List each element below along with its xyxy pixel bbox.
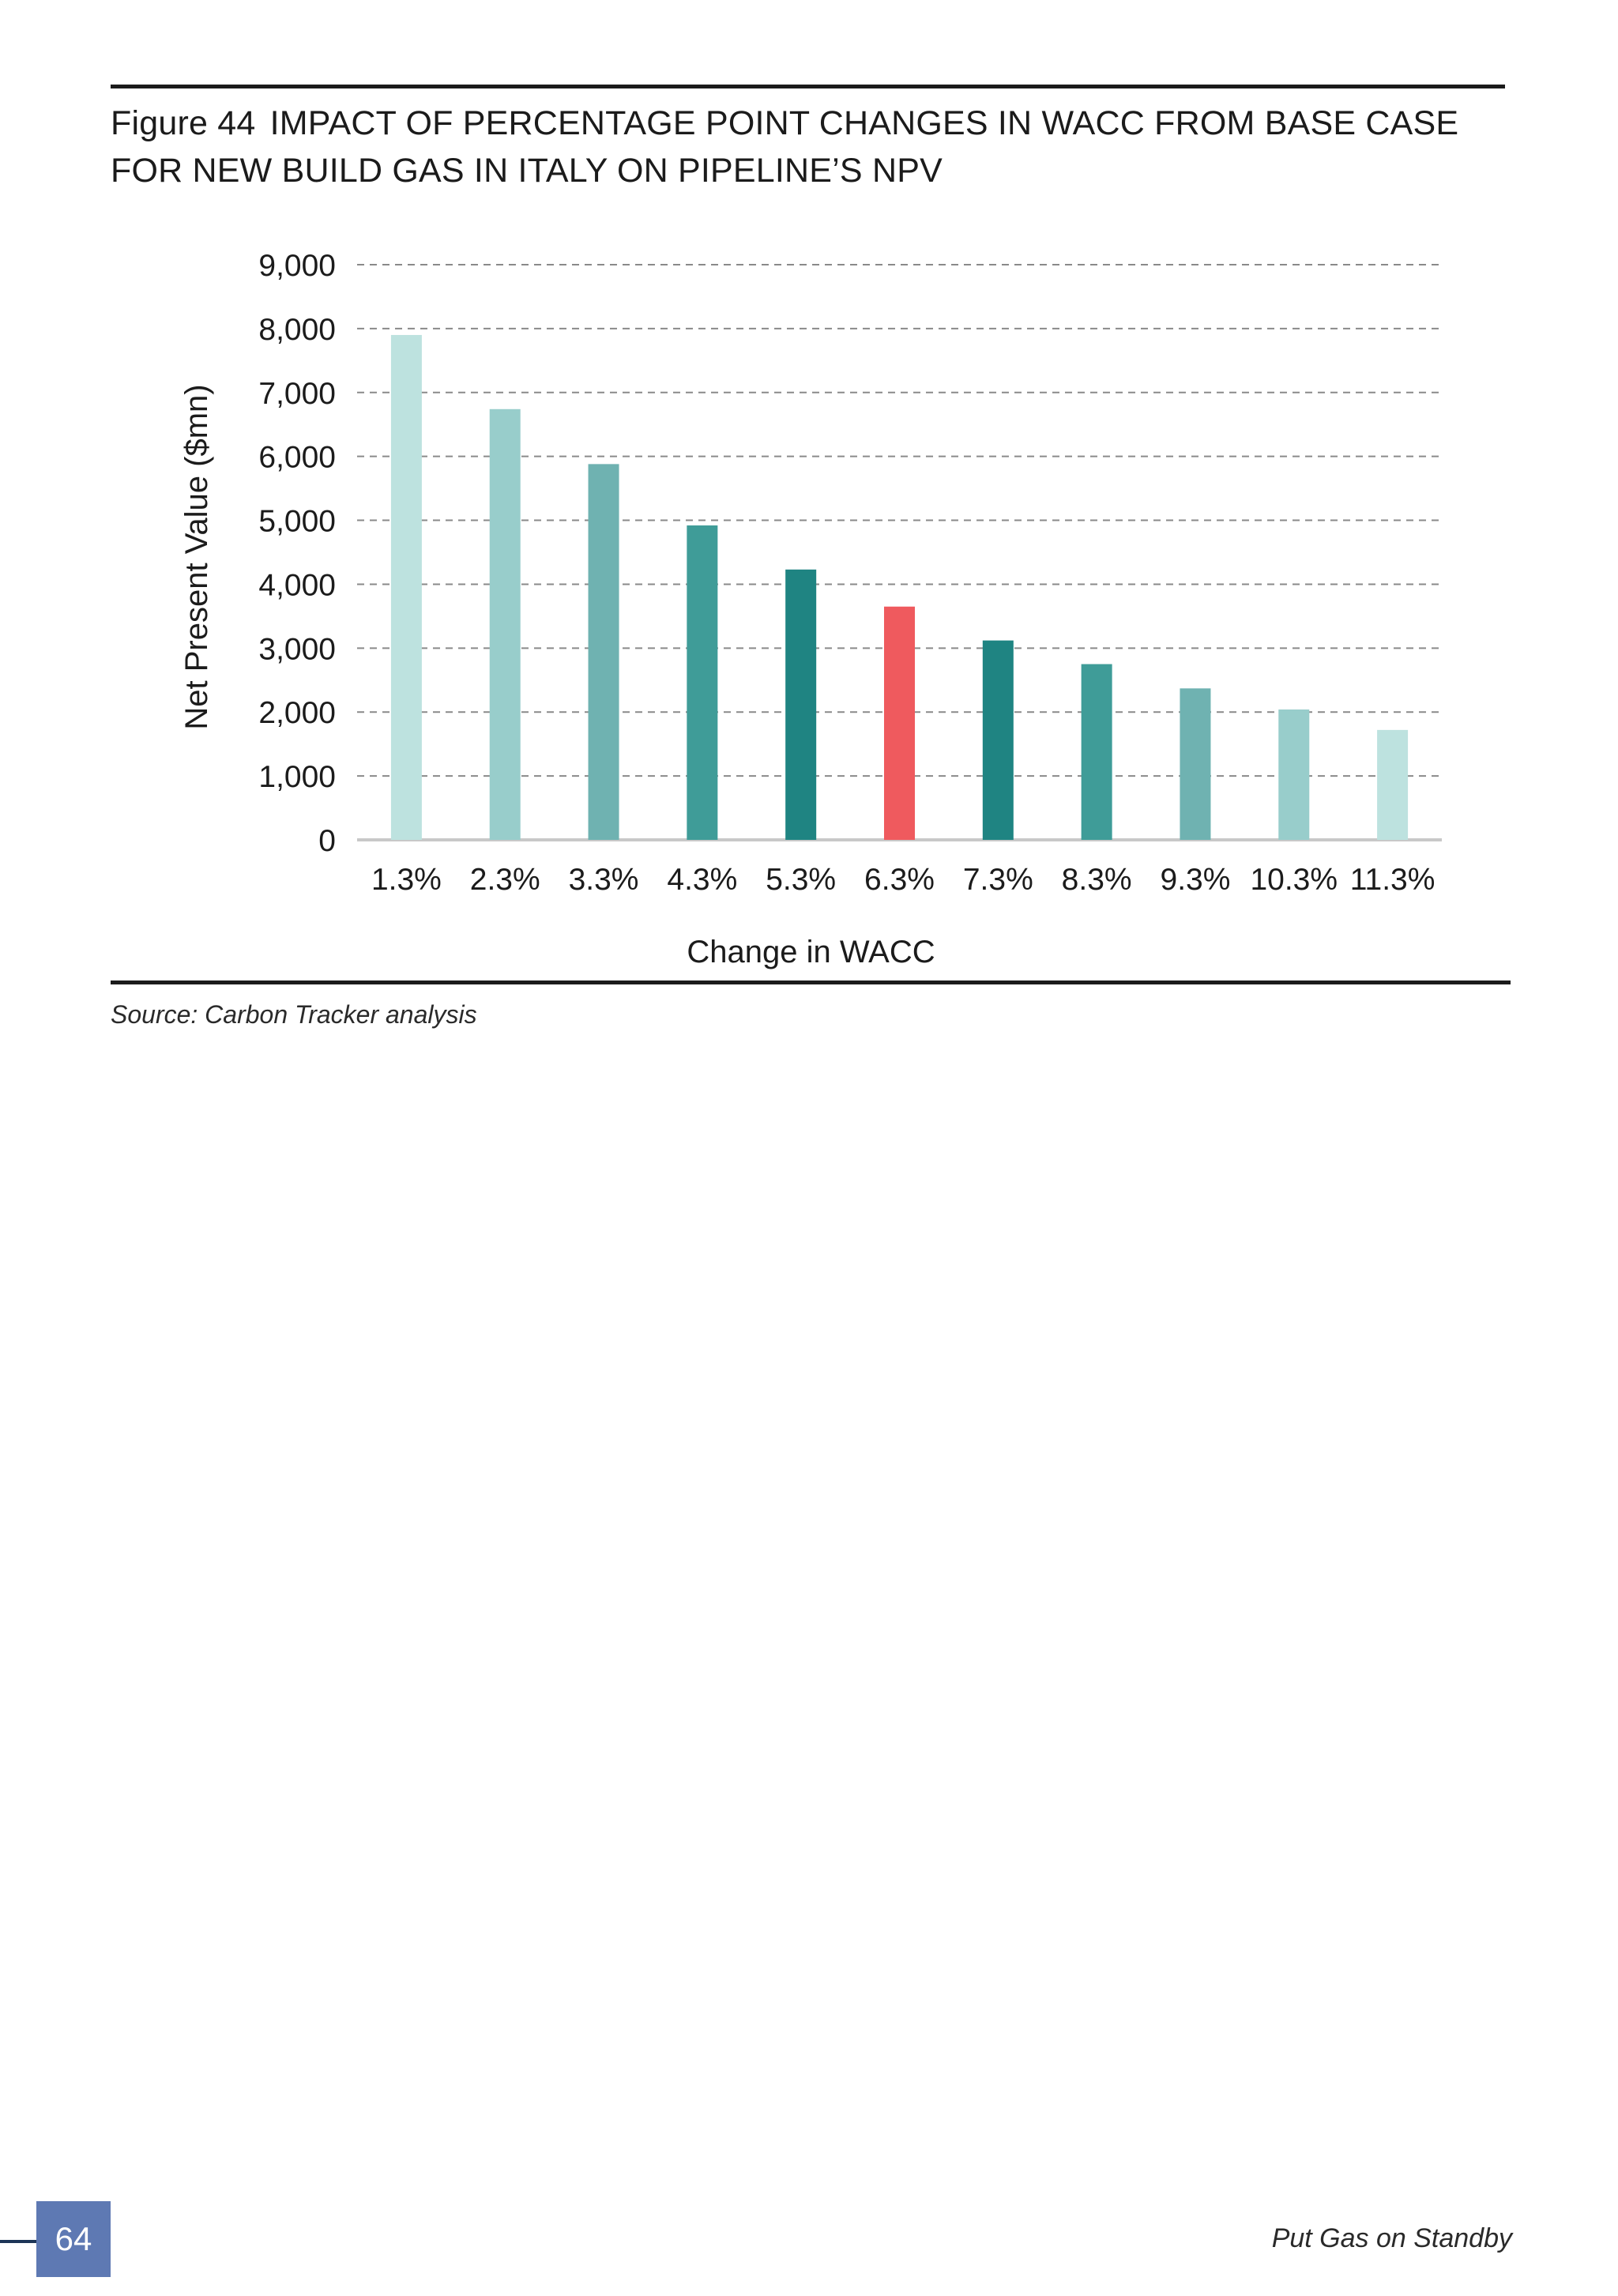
x-tick-label: 6.3% [864, 863, 935, 897]
bar [785, 569, 817, 840]
x-tick-label: 11.3% [1350, 863, 1436, 897]
x-tick-label: 10.3% [1250, 863, 1338, 897]
y-tick-label: 1,000 [258, 760, 336, 794]
page-number: 64 [36, 2201, 111, 2277]
x-tick-label: 7.3% [963, 863, 1033, 897]
x-tick-label: 1.3% [371, 863, 442, 897]
source-note: Source: Carbon Tracker analysis [111, 1000, 477, 1029]
bar [588, 464, 619, 840]
x-tick-label: 3.3% [569, 863, 639, 897]
x-axis-title: Change in WACC [687, 935, 935, 969]
figure-number: Figure 44 [111, 104, 256, 142]
publication-title: Put Gas on Standby [1271, 2223, 1512, 2253]
bar [1081, 664, 1112, 840]
bar [982, 640, 1014, 840]
y-tick-label: 7,000 [258, 377, 336, 411]
y-tick-label: 9,000 [258, 249, 336, 283]
figure-title-text: IMPACT OF PERCENTAGE POINT CHANGES IN WA… [111, 104, 1459, 190]
bar [1278, 709, 1310, 840]
x-tick-label: 4.3% [667, 863, 737, 897]
bar-chart: 0 1,000 2,000 3,000 4,000 5,000 6,000 7,000 8,00… [179, 249, 1442, 969]
bar [687, 525, 718, 840]
bottom-rule [111, 981, 1511, 984]
x-tick-label: 5.3% [766, 863, 836, 897]
y-tick-label: 4,000 [258, 568, 336, 602]
y-tick-label: 6,000 [258, 441, 336, 475]
page-marker-line [0, 2240, 38, 2243]
y-tick-label: 2,000 [258, 696, 336, 730]
y-tick-label: 5,000 [258, 505, 336, 539]
x-tick-label: 9.3% [1161, 863, 1231, 897]
x-tick-label: 8.3% [1062, 863, 1132, 897]
y-tick-label: 8,000 [258, 313, 336, 347]
bar [1180, 688, 1211, 840]
y-axis-title: Net Present Value ($mn) [179, 384, 214, 729]
bar [1377, 729, 1409, 840]
y-tick-label: 0 [318, 824, 336, 858]
x-tick-label: 2.3% [470, 863, 540, 897]
bar [390, 334, 422, 840]
bar [884, 606, 915, 840]
figure-title: Figure 44 IMPACT OF PERCENTAGE POINT CHA… [111, 100, 1517, 194]
top-rule [111, 85, 1505, 88]
bar [489, 408, 521, 840]
y-tick-label: 3,000 [258, 632, 336, 666]
